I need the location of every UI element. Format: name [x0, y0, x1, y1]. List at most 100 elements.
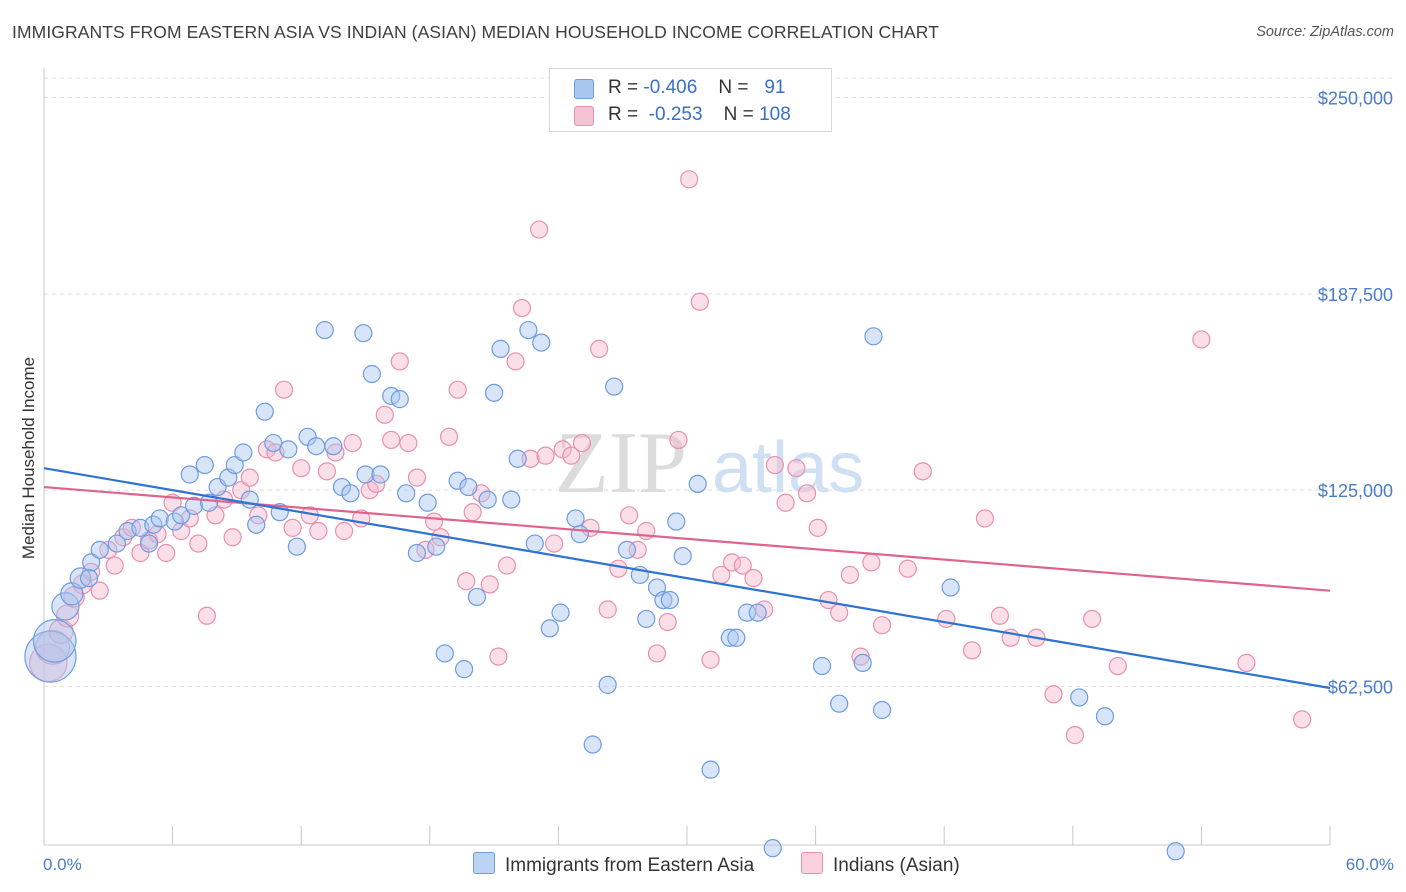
eastern-asia-point: [701, 760, 720, 779]
indians-asian-point: [590, 339, 609, 358]
eastern-asia-point: [448, 471, 467, 490]
indians-asian-point: [274, 380, 294, 399]
legend-label-eastern-asia: Immigrants from Eastern Asia: [505, 855, 755, 876]
eastern-asia-point: [184, 496, 204, 515]
indians-asian-point: [521, 449, 540, 468]
indians-asian-point: [375, 405, 394, 424]
eastern-asia-point: [341, 484, 360, 503]
indians-asian-point: [808, 518, 827, 537]
indians-asian-point: [744, 568, 763, 588]
indians-asian-point: [506, 352, 525, 371]
eastern-asia-point: [853, 653, 872, 672]
indians-asian-point: [1192, 330, 1211, 349]
eastern-asia-point: [673, 547, 692, 566]
indians-asian-point: [797, 484, 817, 503]
eastern-asia-point: [763, 839, 782, 858]
eastern-asia-point: [390, 390, 409, 409]
indians-asian-point: [628, 540, 647, 559]
eastern-asia-point: [748, 603, 767, 622]
eastern-asia-point: [637, 609, 656, 629]
eastern-asia-point: [508, 449, 527, 468]
legend-item-indians-asian: Indians (Asian): [801, 852, 960, 877]
eastern-asia-point: [566, 509, 585, 528]
legend-r-label: R =: [608, 77, 639, 98]
legend-label-indians-asian: Indians (Asian): [833, 855, 960, 876]
eastern-asia-point: [502, 490, 521, 509]
indians-asian-point: [497, 556, 517, 575]
indians-asian-point: [536, 446, 555, 465]
grid-lines: [44, 77, 1394, 687]
indians-asian-point: [658, 612, 677, 632]
eastern-asia-trend-line: [43, 467, 1331, 690]
x-tick-min: 0.0%: [43, 855, 82, 874]
legend-n-value-blue: 91: [764, 77, 786, 98]
eastern-asia-point: [199, 493, 219, 512]
indians-asian-point: [105, 556, 124, 575]
indians-asian-point: [424, 512, 444, 531]
axes: [43, 68, 1331, 846]
indians-asian-point: [776, 493, 795, 512]
eastern-asia-point: [79, 568, 99, 588]
eastern-asia-point: [418, 493, 437, 512]
eastern-asia-point: [139, 534, 159, 553]
eastern-asia-point: [407, 543, 427, 563]
indians-asian-point: [733, 556, 752, 575]
eastern-asia-point: [491, 339, 510, 358]
legend-item-eastern-asia: Immigrants from Eastern Asia: [473, 852, 754, 877]
indians-asian-point: [223, 528, 242, 547]
eastern-asia-point: [570, 525, 589, 544]
indians-asian-point: [647, 644, 667, 663]
eastern-asia-point: [830, 694, 849, 713]
eastern-asia-point: [459, 477, 478, 497]
indians-asian-point: [1293, 710, 1312, 729]
eastern-asia-point: [467, 587, 487, 607]
series-eastern-asia-points: [24, 320, 1185, 861]
legend-swatch-eastern-asia: [473, 852, 495, 874]
trend-lines: [43, 467, 1331, 690]
indians-asian-point: [962, 641, 982, 660]
indians-asian-point: [990, 606, 1010, 625]
eastern-asia-point: [720, 628, 739, 647]
indians-asian-point: [382, 430, 401, 450]
y-tick-label: $62,500: [1328, 677, 1393, 697]
indians-asian-point: [722, 553, 742, 572]
indians-asian-point: [913, 462, 932, 481]
legend-swatch-blue: [574, 79, 594, 99]
indians-asian-point: [317, 462, 337, 481]
eastern-asia-point: [454, 660, 474, 679]
eastern-asia-point: [371, 465, 390, 484]
legend-n-value-pink: 108: [759, 104, 791, 125]
indians-asian-point: [830, 603, 849, 622]
legend-swatch-indians-asian: [801, 852, 823, 874]
indians-asian-point: [480, 575, 499, 594]
indians-asian-point: [898, 559, 917, 578]
indians-asian-point: [545, 534, 564, 553]
eastern-asia-point: [737, 603, 757, 622]
indians-asian-point: [489, 647, 508, 666]
eastern-asia-point: [427, 537, 446, 556]
indians-asian-point: [840, 565, 859, 585]
y-tick-label: $187,500: [1318, 285, 1393, 305]
indians-asian-point: [572, 433, 592, 453]
indians-asian-point: [787, 459, 806, 478]
indians-asian-point: [1237, 653, 1256, 672]
eastern-asia-point: [551, 603, 570, 622]
eastern-asia-point: [150, 509, 169, 528]
eastern-asia-point: [812, 656, 832, 676]
eastern-asia-point: [864, 327, 883, 346]
indians-asian-point: [390, 352, 409, 371]
eastern-asia-point: [307, 437, 326, 456]
y-tick-labels: $62,500 $125,000 $187,500 $250,000: [1318, 89, 1393, 698]
indians-asian-point: [309, 521, 328, 541]
indians-asian-point: [1044, 685, 1063, 704]
eastern-asia-point: [941, 578, 960, 597]
indians-asian-point: [34, 629, 71, 665]
eastern-asia-point: [660, 590, 679, 610]
legend-n-label: N =: [723, 104, 754, 125]
indians-asian-point: [669, 430, 688, 450]
legend-r-label: R =: [608, 104, 639, 125]
indians-asian-point: [690, 292, 709, 311]
eastern-asia-point: [247, 515, 266, 534]
eastern-asia-point: [51, 592, 80, 621]
